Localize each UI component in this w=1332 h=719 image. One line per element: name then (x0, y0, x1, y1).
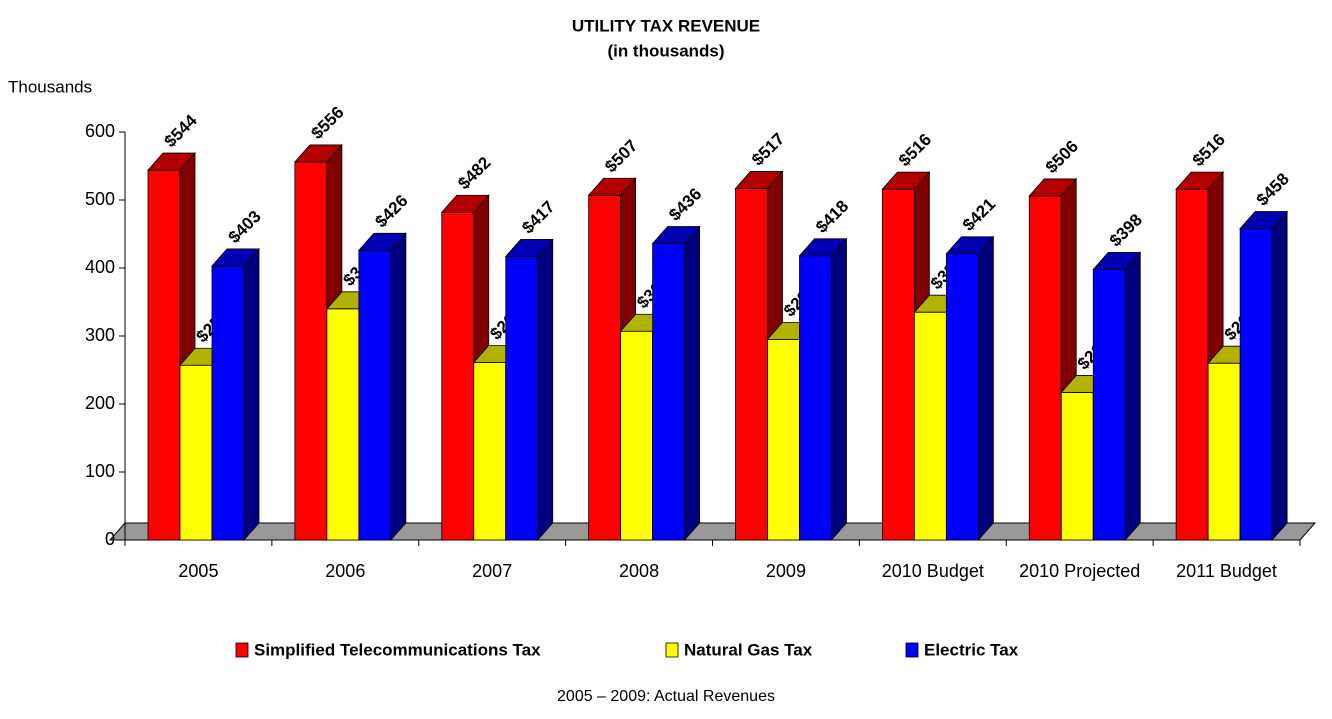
bar-top-shade (798, 238, 848, 257)
bar (504, 238, 554, 542)
data-label: $418 (812, 197, 852, 237)
data-label: $544 (161, 111, 202, 152)
legend-label: Simplified Telecommunications Tax (254, 640, 541, 659)
data-label: $482 (454, 153, 494, 193)
bar (881, 171, 931, 542)
bar-front (1028, 195, 1062, 541)
bar-front (1207, 362, 1241, 541)
bar-front (652, 243, 686, 541)
data-label: $516 (895, 130, 935, 170)
legend-swatch (235, 642, 249, 658)
data-label: $403 (225, 207, 265, 247)
bar-top-shade (734, 171, 784, 189)
data-label: $426 (371, 191, 411, 231)
bar-side-shade (537, 238, 554, 542)
legend-swatch (665, 642, 679, 658)
chart-title: UTILITY TAX REVENUE (572, 16, 760, 35)
x-tick-label: 2009 (766, 561, 806, 581)
y-tick-label: 0 (105, 529, 115, 549)
x-tick-label: 2010 Projected (1019, 561, 1140, 581)
legend-label: Electric Tax (924, 640, 1019, 659)
y-tick-label: 100 (85, 461, 115, 481)
bar-side-shade (684, 225, 701, 542)
bar-top-shade (440, 194, 490, 213)
bar-front (913, 311, 947, 541)
bar-front (735, 188, 768, 541)
data-label: $417 (518, 197, 558, 237)
bar (1092, 251, 1142, 542)
bar-front (358, 249, 392, 541)
bar-front (881, 188, 915, 541)
y-tick-label: 400 (85, 257, 115, 277)
bar-top-shade (881, 171, 931, 190)
x-tick-label: 2006 (325, 561, 365, 581)
bar-front (945, 253, 979, 541)
bar-top-shade (587, 177, 637, 196)
bar-top-shade (651, 226, 701, 244)
bar-top-shade (945, 236, 995, 255)
data-label: $421 (959, 195, 999, 235)
bar-front (211, 265, 245, 541)
bar (357, 232, 407, 542)
bar-side-shade (977, 235, 994, 542)
chart-subtitle: (in thousands) (607, 41, 724, 60)
bar-front (1239, 228, 1273, 541)
data-label: $507 (601, 136, 641, 176)
bar-side-shade (831, 237, 847, 542)
legend-label: Natural Gas Tax (684, 640, 813, 659)
bar-top-shade (1175, 171, 1225, 190)
y-tick-label: 200 (85, 393, 115, 413)
bar-front (326, 308, 360, 541)
bar-front (767, 338, 800, 541)
bar-front (588, 194, 622, 541)
bar-front (1092, 268, 1126, 541)
data-label: $436 (665, 184, 705, 224)
x-tick-label: 2007 (472, 561, 512, 581)
bar-front (620, 330, 654, 541)
bar-top-shade (504, 239, 554, 257)
bar (1239, 210, 1289, 542)
bar-top-shade (1092, 251, 1142, 270)
bar-front (505, 256, 539, 541)
bar-side-shade (1271, 210, 1288, 542)
bar-front (294, 161, 328, 541)
x-tick-label: 2010 Budget (882, 561, 984, 581)
x-tick-label: 2008 (619, 561, 659, 581)
y-tick-label: 600 (85, 121, 115, 141)
data-label: $506 (1042, 137, 1082, 177)
bar (798, 237, 848, 542)
bar-side-shade (243, 247, 260, 542)
bar (651, 225, 701, 542)
bar-top-shade (211, 248, 260, 267)
data-label: $516 (1189, 130, 1229, 170)
y-axis-label: Thousands (8, 77, 92, 96)
y-tick-label: 300 (85, 325, 115, 345)
data-label: $517 (748, 129, 788, 169)
x-tick-label: 2011 Budget (1176, 561, 1277, 581)
note: 2005 – 2009: Actual Revenues (557, 688, 775, 705)
data-label: $458 (1253, 169, 1293, 209)
bar (211, 247, 260, 542)
bar-top-shade (147, 152, 196, 171)
legend-swatch (905, 642, 919, 658)
bar-top-shade (1239, 211, 1289, 229)
bar-side-shade (1124, 251, 1141, 542)
bar-top-shade (293, 144, 343, 163)
bar-front (1060, 392, 1094, 541)
bar-front (147, 169, 181, 541)
bar-top-shade (1028, 178, 1078, 197)
bar-front (473, 362, 507, 541)
data-label: $556 (307, 103, 347, 143)
y-tick-label: 500 (85, 189, 115, 209)
bar (945, 235, 995, 542)
bar-front (799, 255, 832, 541)
bar-front (1175, 188, 1209, 541)
data-label: $398 (1106, 210, 1146, 250)
bar-front (179, 364, 213, 541)
x-tick-label: 2005 (178, 561, 218, 581)
bar-front (441, 211, 475, 541)
bar-side-shade (390, 232, 407, 542)
bar-top-shade (357, 232, 407, 251)
